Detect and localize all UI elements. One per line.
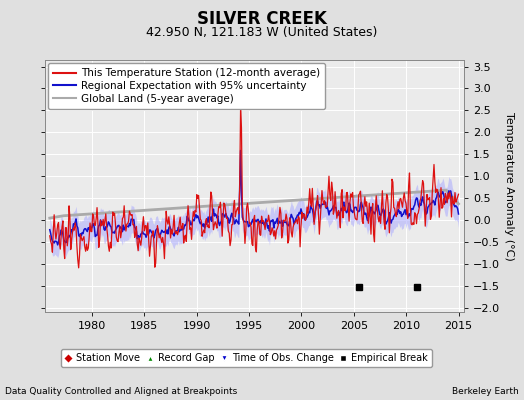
- Y-axis label: Temperature Anomaly (°C): Temperature Anomaly (°C): [504, 112, 514, 260]
- Text: Data Quality Controlled and Aligned at Breakpoints: Data Quality Controlled and Aligned at B…: [5, 387, 237, 396]
- Text: Berkeley Earth: Berkeley Earth: [452, 387, 519, 396]
- Text: 42.950 N, 121.183 W (United States): 42.950 N, 121.183 W (United States): [146, 26, 378, 39]
- Legend: Station Move, Record Gap, Time of Obs. Change, Empirical Break: Station Move, Record Gap, Time of Obs. C…: [61, 349, 432, 367]
- Legend: This Temperature Station (12-month average), Regional Expectation with 95% uncer: This Temperature Station (12-month avera…: [48, 63, 325, 109]
- Text: SILVER CREEK: SILVER CREEK: [197, 10, 327, 28]
